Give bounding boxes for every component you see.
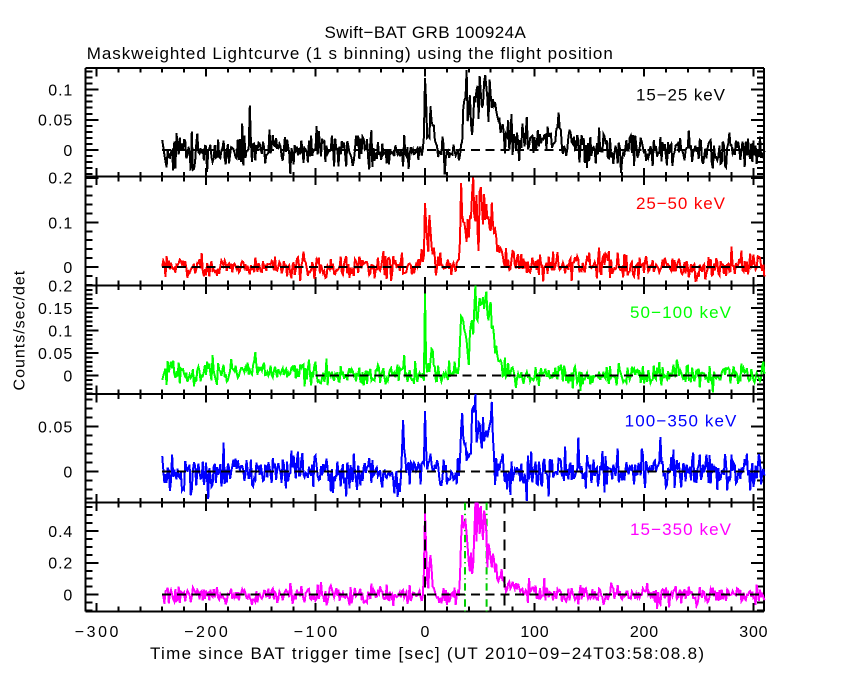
svg-text:100: 100 <box>520 624 548 641</box>
svg-text:0.05: 0.05 <box>38 419 72 436</box>
svg-text:Swift−BAT GRB 100924A: Swift−BAT GRB 100924A <box>325 23 527 42</box>
svg-text:0.1: 0.1 <box>48 323 72 340</box>
svg-text:0.2: 0.2 <box>48 171 72 188</box>
svg-text:0.1: 0.1 <box>48 215 72 232</box>
svg-text:15−350 keV: 15−350 keV <box>630 520 732 539</box>
svg-text:0.05: 0.05 <box>38 346 72 363</box>
svg-text:Maskweighted Lightcurve (1 s b: Maskweighted Lightcurve (1 s binning) us… <box>87 44 613 63</box>
svg-text:0: 0 <box>63 464 72 481</box>
svg-text:Counts/sec/det: Counts/sec/det <box>11 270 28 390</box>
svg-text:300: 300 <box>739 624 767 641</box>
svg-text:15−25 keV: 15−25 keV <box>636 86 726 105</box>
svg-text:0: 0 <box>63 143 72 160</box>
svg-text:50−100 keV: 50−100 keV <box>630 303 732 322</box>
svg-text:200: 200 <box>630 624 658 641</box>
svg-text:0: 0 <box>63 260 72 277</box>
svg-text:25−50 keV: 25−50 keV <box>636 194 726 213</box>
svg-text:0: 0 <box>421 624 430 641</box>
svg-text:0.1: 0.1 <box>48 83 72 100</box>
svg-text:0: 0 <box>63 368 72 385</box>
svg-text:0.15: 0.15 <box>38 301 72 318</box>
svg-text:0.4: 0.4 <box>48 524 72 541</box>
svg-text:0.2: 0.2 <box>48 278 72 295</box>
svg-text:0.05: 0.05 <box>38 113 72 130</box>
svg-text:100−350 keV: 100−350 keV <box>625 412 737 431</box>
svg-text:0.2: 0.2 <box>48 556 72 573</box>
svg-text:Time since BAT trigger time [s: Time since BAT trigger time [sec] (UT 20… <box>150 644 704 663</box>
svg-text:0: 0 <box>63 588 72 605</box>
